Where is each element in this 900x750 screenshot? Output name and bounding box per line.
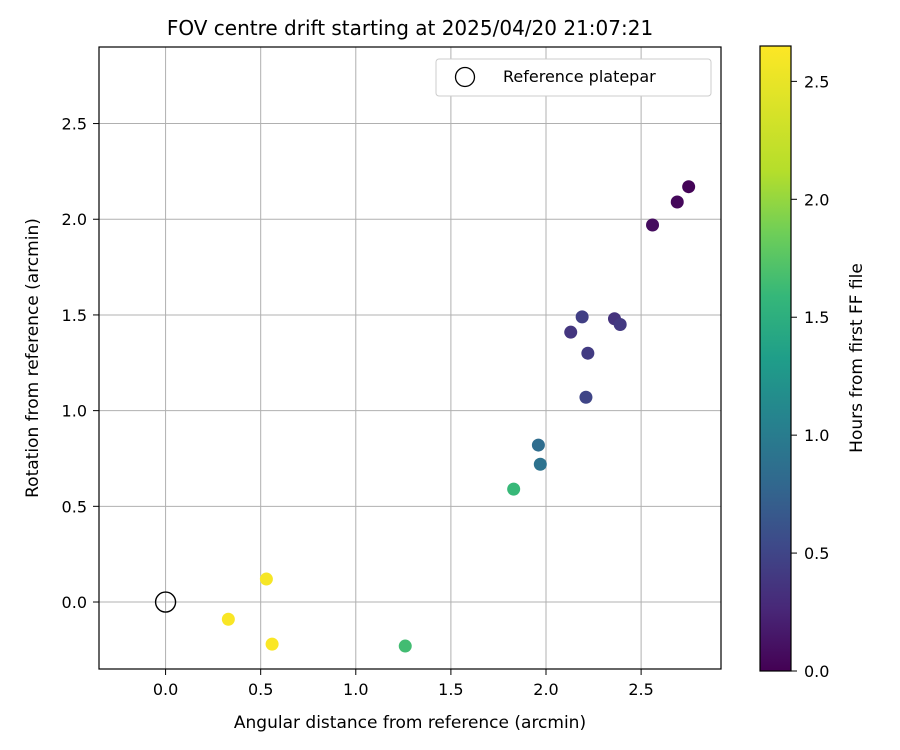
chart-title: FOV centre drift starting at 2025/04/20 … (167, 16, 653, 40)
x-axis-ticks: 0.0 0.5 1.0 1.5 2.0 2.5 (153, 669, 654, 699)
colorbar-tick-label: 2.0 (804, 190, 829, 209)
data-point (646, 218, 660, 232)
x-tick-label: 2.0 (533, 680, 558, 699)
data-point (531, 438, 545, 452)
grid-lines (99, 47, 721, 669)
data-point (613, 318, 627, 332)
x-tick-label: 0.0 (153, 680, 178, 699)
y-tick-label: 0.0 (62, 593, 87, 612)
data-point (579, 390, 593, 404)
x-axis-label: Angular distance from reference (arcmin) (234, 713, 586, 733)
colorbar-tick-label: 2.5 (804, 72, 829, 91)
colorbar-tick-label: 1.5 (804, 308, 829, 327)
data-points (154, 180, 696, 653)
x-tick-label: 2.5 (628, 680, 653, 699)
y-axis-ticks: 0.0 0.5 1.0 1.5 2.0 2.5 (62, 115, 99, 612)
legend-label-reference: Reference platepar (503, 67, 656, 86)
data-point (581, 346, 595, 360)
data-point (259, 572, 273, 586)
data-point (507, 482, 521, 496)
y-tick-label: 1.0 (62, 402, 87, 421)
y-axis-label: Rotation from reference (arcmin) (23, 218, 43, 498)
colorbar: 0.0 0.5 1.0 1.5 2.0 2.5 Hours from first FF f… (759, 45, 867, 681)
colorbar-gradient (759, 45, 792, 672)
colorbar-ticks: 0.0 0.5 1.0 1.5 2.0 2.5 (791, 72, 829, 681)
x-tick-label: 0.5 (248, 680, 273, 699)
data-point (575, 310, 589, 324)
legend-reference-marker (454, 66, 476, 88)
data-point (533, 457, 547, 471)
reference-point-marker (154, 591, 177, 613)
data-point (398, 639, 412, 653)
data-point (670, 195, 684, 209)
y-tick-label: 1.5 (62, 306, 87, 325)
colorbar-tick-label: 1.0 (804, 426, 829, 445)
plot-frame (98, 46, 722, 670)
legend: Reference platepar (435, 58, 712, 97)
x-tick-label: 1.5 (438, 680, 463, 699)
data-point (564, 325, 578, 339)
y-tick-label: 0.5 (62, 497, 87, 516)
y-tick-label: 2.0 (62, 210, 87, 229)
data-point (682, 180, 696, 194)
x-tick-label: 1.0 (343, 680, 368, 699)
data-point (265, 637, 279, 651)
data-point (221, 612, 235, 626)
colorbar-label: Hours from first FF file (847, 263, 867, 453)
colorbar-tick-label: 0.5 (804, 544, 829, 563)
colorbar-tick-label: 0.0 (804, 662, 829, 681)
y-tick-label: 2.5 (62, 115, 87, 134)
legend-box (435, 58, 712, 97)
